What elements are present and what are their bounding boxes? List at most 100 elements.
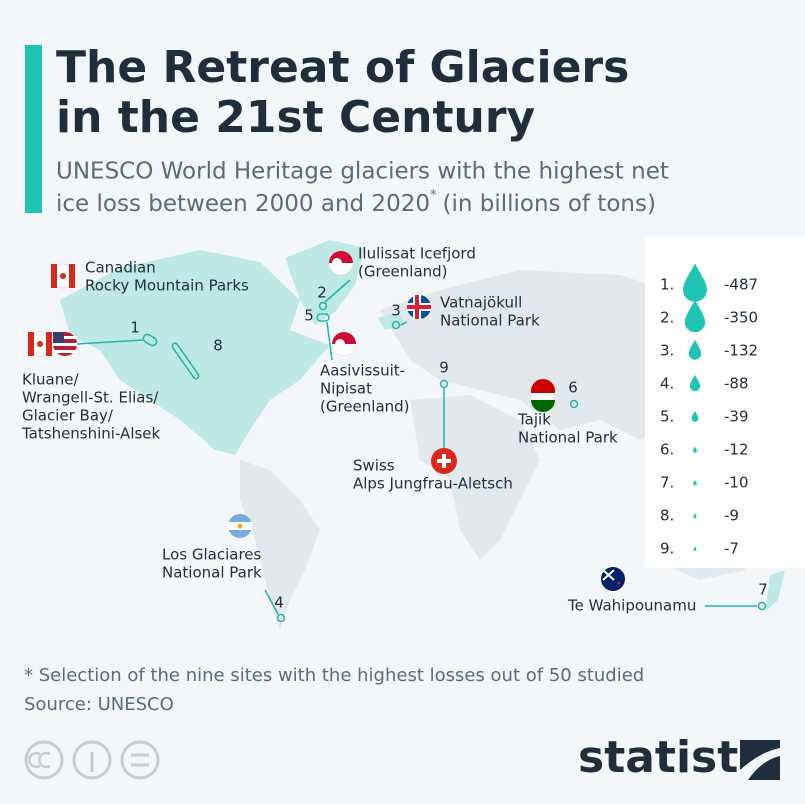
ice-drop (693, 546, 697, 552)
connectors (76, 279, 767, 623)
site-label: (Greenland) (320, 398, 410, 416)
legend-rank: 8. (660, 507, 674, 525)
ice-drop (684, 299, 706, 333)
site-label: Aasivissuit- (320, 362, 405, 380)
flag-part (53, 343, 77, 346)
legend-value: -39 (724, 408, 749, 426)
site-number: 1 (130, 319, 140, 337)
site-number: 7 (758, 581, 768, 599)
flag-part (237, 523, 243, 529)
subtitle-unit: (in billions of tons) (442, 191, 655, 217)
site-marker (276, 613, 286, 623)
legend-value: -7 (724, 540, 739, 558)
accent-bar (25, 45, 42, 213)
flag-part (51, 264, 57, 288)
site-label: Vatnajökull (440, 294, 522, 312)
north-america (60, 250, 330, 455)
site-label: Te Wahipounamu (567, 597, 696, 615)
legend-value: -132 (724, 342, 758, 360)
site-label: Tajik (517, 411, 551, 429)
site-marker (391, 320, 401, 330)
flag-part (415, 295, 419, 319)
site-label: Nipisat (320, 380, 372, 398)
legend-value: -9 (724, 507, 739, 525)
site-number: 4 (274, 594, 284, 612)
subtitle: ice loss between 2000 and 2020* (in billi… (56, 188, 656, 217)
brand-logo-part (740, 748, 780, 780)
site-label: Kluane/ (22, 371, 79, 389)
flag-part (531, 400, 555, 412)
subtitle-mark: * (430, 188, 437, 203)
ice-drop (688, 339, 702, 360)
flag-part (335, 339, 345, 349)
source: Source: UNESCO (24, 694, 174, 715)
legend-panel (645, 237, 805, 568)
site-number: 3 (391, 302, 401, 320)
by-icon (72, 740, 112, 780)
flag-part (60, 273, 66, 279)
flag-part (37, 341, 43, 347)
site-marker (173, 344, 198, 378)
site-number: 5 (304, 307, 314, 325)
legend-rank: 3. (660, 342, 674, 360)
site-label: Los Glaciares (162, 546, 262, 564)
title: The Retreat of Glaciers (56, 42, 629, 93)
site-number: 6 (568, 379, 578, 397)
ice-drop (691, 410, 699, 422)
site-number: 8 (213, 337, 223, 355)
footnote: * Selection of the nine sites with the h… (24, 665, 644, 686)
legend-rank: 7. (660, 474, 674, 492)
site-label: Tatshenshini-Alsek (21, 425, 161, 443)
site-marker (142, 333, 158, 347)
legend-rank: 1. (660, 276, 674, 294)
iceland (378, 312, 405, 330)
flag-part (602, 569, 615, 581)
ice-drop (693, 479, 697, 486)
brand: statista (578, 732, 768, 783)
legend-value: -487 (724, 276, 758, 294)
site-label: National Park (518, 429, 618, 447)
south-america (240, 460, 320, 630)
legend-rank: 2. (660, 309, 674, 327)
ice-drop (693, 513, 697, 519)
flag-part (53, 350, 77, 353)
title: in the 21st Century (56, 92, 535, 143)
flag-part (53, 336, 77, 339)
connector (76, 339, 144, 345)
connector (400, 321, 408, 326)
site-marker (757, 601, 767, 611)
legend-value: -12 (724, 441, 749, 459)
flags (27, 251, 625, 591)
subtitle-text: ice loss between 2000 and 2020 (56, 191, 430, 217)
flag-part (531, 379, 555, 393)
legend-rank: 4. (660, 375, 674, 393)
legend-value: -10 (724, 474, 749, 492)
flag-part (617, 581, 621, 585)
flag-part (46, 332, 52, 356)
site-label: Alps Jungfrau-Aletsch (353, 475, 513, 493)
site-marker (318, 301, 328, 311)
site-marker (316, 313, 330, 322)
site-label: Glacier Bay/ (22, 407, 114, 425)
site-label: Swiss (353, 457, 395, 475)
site-label: (Greenland) (358, 263, 448, 281)
site-number: 9 (439, 359, 449, 377)
new-zealand (765, 570, 785, 612)
subtitle: UNESCO World Heritage glaciers with the … (56, 159, 669, 185)
ice-drop (693, 446, 697, 453)
site-marker (439, 379, 449, 389)
site-number: 2 (317, 284, 327, 302)
flag-part (28, 332, 34, 356)
site-label: Wrangell-St. Elias/ (22, 389, 159, 407)
legend-value: -350 (724, 309, 758, 327)
site-label: National Park (440, 312, 540, 330)
connector (324, 279, 351, 303)
legend-value: -88 (724, 375, 749, 393)
connector (326, 321, 333, 361)
site-marker (569, 399, 579, 409)
ice-drop (689, 374, 701, 392)
ice-drop (683, 263, 707, 302)
flag-part (53, 332, 64, 343)
